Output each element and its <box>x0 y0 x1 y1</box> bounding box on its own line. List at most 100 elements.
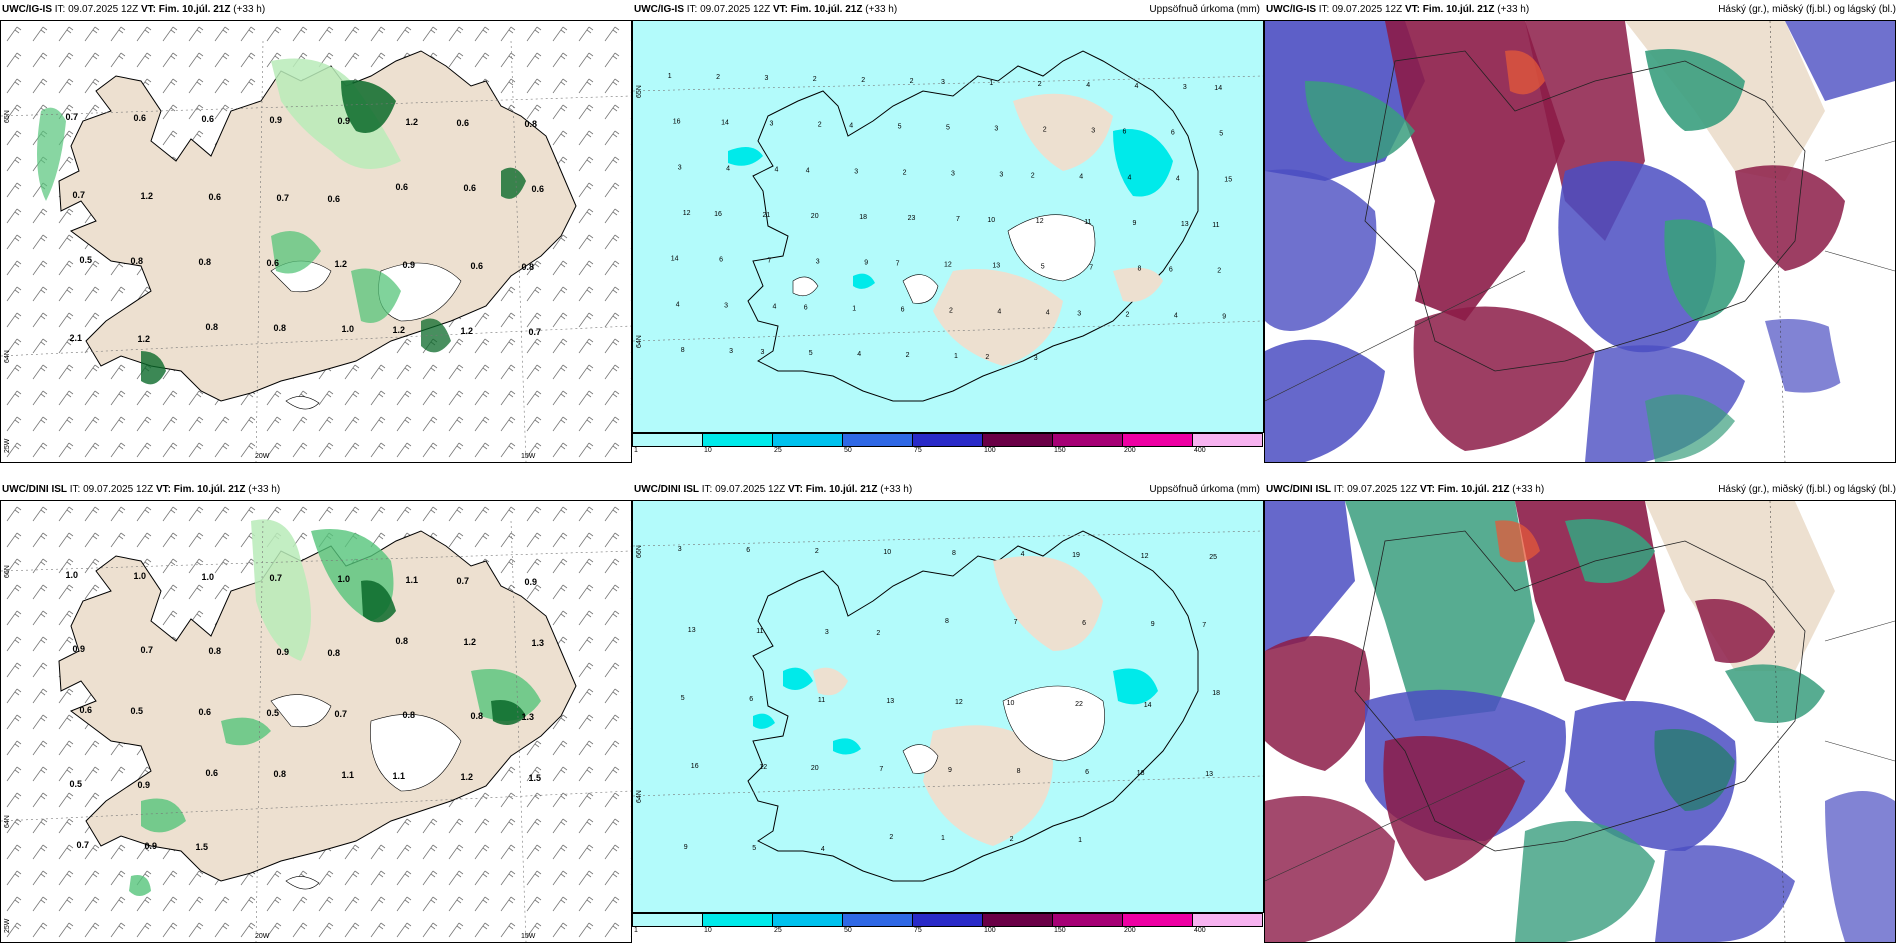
value-labels: 0.7 0.6 0.6 0.9 0.9 1.2 0.6 0.8 0.7 1.2 0.6 0.7 0.6 0… <box>66 112 545 344</box>
colorbar-cell <box>702 913 773 927</box>
map-value-label: 6 <box>1082 620 1086 627</box>
map-value-label: 1.5 <box>196 842 209 852</box>
map-value-label: 1.0 <box>342 324 355 334</box>
colorbar-tick-label: 1 <box>634 447 638 454</box>
map-value-label: 4 <box>1176 175 1180 182</box>
map-value-label: 5 <box>946 125 950 132</box>
map-value-label: 9 <box>864 260 868 267</box>
colorbar-tick-label: 10 <box>704 447 712 454</box>
map-value-label: 2 <box>1126 311 1130 318</box>
map-value-label: 0.9 <box>525 577 538 587</box>
map-value-label: 0.8 <box>206 322 219 332</box>
map-value-label: 0.7 <box>77 840 90 850</box>
map-value-label: 11 <box>818 697 825 704</box>
colorbar-tick-label: 200 <box>1124 447 1136 454</box>
map-value-label: 6 <box>749 696 753 703</box>
lat-label-65n: 65N <box>636 85 643 98</box>
map-value-label: 0.7 <box>529 327 542 337</box>
map-value-label: 3 <box>1091 128 1095 135</box>
map-value-label: 3 <box>1077 310 1081 317</box>
colorbar-tick-label: 10 <box>704 927 712 934</box>
map-value-label: 2 <box>716 74 720 81</box>
map-value-label: 3 <box>816 259 820 266</box>
precip-field <box>633 501 1263 912</box>
map-value-label: 0.7 <box>335 709 348 719</box>
map-value-label: 4 <box>849 123 853 130</box>
map-value-label: 13 <box>1181 221 1189 228</box>
panel-header: UWC/DINI ISL IT: 09.07.2025 12Z VT: Fim.… <box>1264 480 1900 500</box>
map-value-label: 0.8 <box>209 646 222 656</box>
map-value-label: 2 <box>815 548 819 555</box>
lat-label-64n: 64N <box>4 815 11 828</box>
colorbar-cell <box>632 433 703 447</box>
map-value-label: 8 <box>1017 768 1021 775</box>
map-value-label: 0.8 <box>274 323 287 333</box>
map-value-label: 7 <box>956 216 960 223</box>
map-value-label: 0.6 <box>199 707 212 717</box>
map-value-label: 2 <box>889 834 893 841</box>
map-canvas: 0.7 0.6 0.6 0.9 0.9 1.2 0.6 0.8 0.7 1.2 0.6 0.7 0.6 0… <box>1 21 631 462</box>
map-frame: 1.0 1.0 1.0 0.7 1.0 1.1 0.7 0.9 0.9 0.7 0.8 0.9 0.8 0… <box>0 500 632 943</box>
panel-ig-wind: UWC/IG-IS IT: 09.07.2025 12Z VT: Fim. 10… <box>0 0 632 470</box>
map-value-label: 3 <box>770 121 774 128</box>
map-value-label: 1.2 <box>141 191 154 201</box>
map-value-label: 1.0 <box>134 571 147 581</box>
map-value-label: 4 <box>1046 309 1050 316</box>
map-value-label: 12 <box>759 764 767 771</box>
map-value-label: 16 <box>714 211 722 218</box>
map-value-label: 14 <box>671 256 679 263</box>
lat-label-64n: 64N <box>636 335 643 348</box>
colorbar-cell <box>982 433 1053 447</box>
map-value-label: 6 <box>1171 130 1175 137</box>
map-value-label: 12 <box>955 699 963 706</box>
map-value-label: 0.9 <box>338 116 351 126</box>
map-value-label: 4 <box>775 166 779 173</box>
map-value-label: 8 <box>945 618 949 625</box>
map-frame: 3 6 2 10 8 4 19 12 25 13 11 3 2 8 7 6 9 7 5 6 11 13 12 10 22 14 18… <box>632 500 1264 913</box>
panel-ig-precip: UWC/IG-IS IT: 09.07.2025 12Z VT: Fim. 10… <box>632 0 1264 470</box>
map-value-label: 14 <box>1214 85 1222 92</box>
vt-label: VT: <box>1419 484 1435 495</box>
map-value-label: 6 <box>746 547 750 554</box>
map-value-label: 9 <box>1222 313 1226 320</box>
map-value-label: 9 <box>948 767 952 774</box>
map-value-label: 3 <box>825 629 829 636</box>
vt-label: VT: <box>772 4 788 15</box>
lead-time: (+33 h) <box>880 484 913 495</box>
colorbar-tick-label: 75 <box>914 447 922 454</box>
map-value-label: 4 <box>821 846 825 853</box>
map-value-label: 7 <box>1089 265 1093 272</box>
map-value-label: 12 <box>1141 553 1149 560</box>
map-value-label: 3 <box>941 79 945 86</box>
it-label: IT: <box>686 4 698 15</box>
it-label: IT: <box>1333 484 1345 495</box>
map-value-label: 1.2 <box>461 772 474 782</box>
map-value-label: 11 <box>1084 219 1091 226</box>
vt-label: VT: <box>155 484 171 495</box>
map-value-label: 7 <box>768 258 772 265</box>
map-value-label: 13 <box>886 698 894 705</box>
map-value-label: 0.8 <box>274 769 287 779</box>
map-value-label: 9 <box>1133 220 1137 227</box>
colorbar-cell <box>982 913 1053 927</box>
map-value-label: 2 <box>1038 81 1042 88</box>
model-name: UWC/IG-IS <box>1266 4 1316 15</box>
model-name: UWC/DINI ISL <box>634 484 699 495</box>
colorbar-cell <box>842 433 913 447</box>
panel-ig-clouds: UWC/IG-IS IT: 09.07.2025 12Z VT: Fim. 10… <box>1264 0 1900 470</box>
colorbar-tick-label: 200 <box>1124 927 1136 934</box>
panel-right-title: Uppsöfnuð úrkoma (mm) <box>1149 484 1260 495</box>
map-value-label: 2 <box>1217 268 1221 275</box>
map-value-label: 0.9 <box>145 841 158 851</box>
colorbar-cell <box>632 913 703 927</box>
map-value-label: 1.1 <box>393 771 406 781</box>
lon-label-20w: 20W <box>255 933 270 940</box>
map-value-label: 0.6 <box>464 183 477 193</box>
map-value-label: 18 <box>859 214 867 221</box>
map-value-label: 1.1 <box>342 770 355 780</box>
map-value-label: 1.0 <box>338 574 351 584</box>
map-value-label: 12 <box>683 210 691 217</box>
lon-label-25w: 25W <box>4 438 11 453</box>
map-value-label: 4 <box>1135 83 1139 90</box>
